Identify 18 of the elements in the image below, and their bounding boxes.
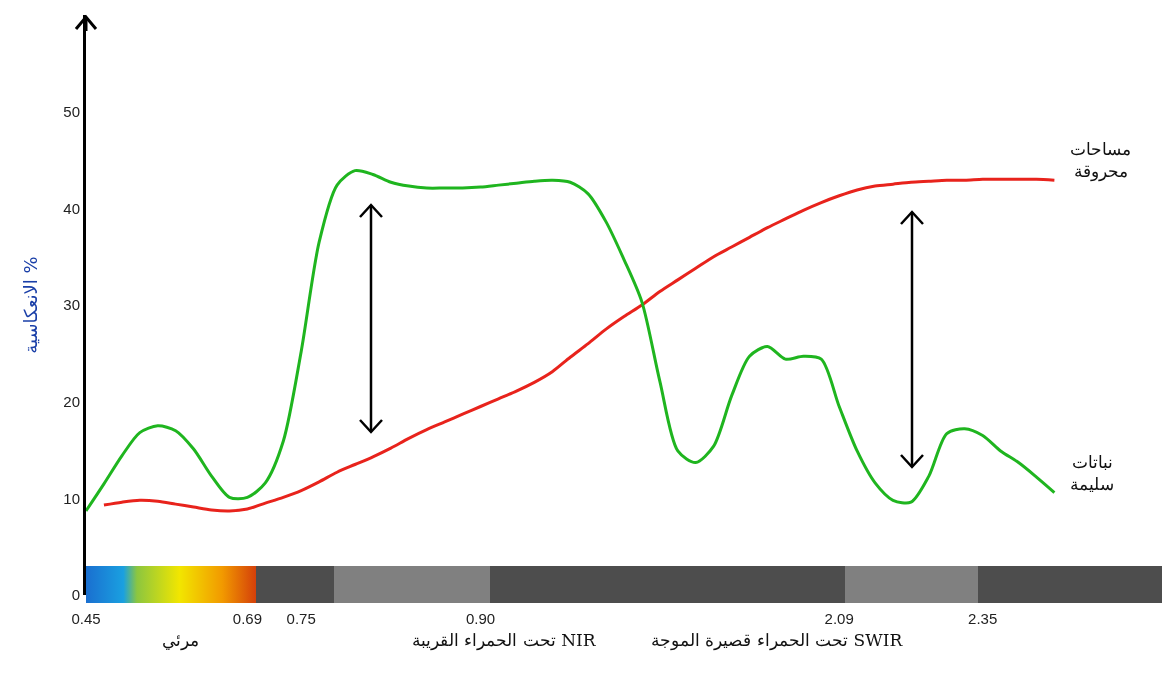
y-axis-title: الانعكاسية % xyxy=(19,256,41,354)
x-tick-label: 2.35 xyxy=(968,610,998,627)
y-tick-label: 30 xyxy=(63,296,80,314)
y-tick-label: 40 xyxy=(63,199,80,217)
text: تحت الحمراء قصيرة الموجة SWIR xyxy=(651,630,904,651)
y-tick-label: 10 xyxy=(63,489,80,507)
y-tick-label: 20 xyxy=(63,392,80,410)
x-tick-label: 0.90 xyxy=(465,610,496,627)
text: مرئي xyxy=(162,630,199,651)
text: تحت الحمراء القريبة NIR xyxy=(412,630,597,651)
x-tick-label: 0.75 xyxy=(286,610,316,627)
y-tick-label: 50 xyxy=(63,102,80,120)
x-tick-label: 0.45 xyxy=(71,610,101,627)
x-tick-label: 2.09 xyxy=(824,610,854,627)
x-tick-label: 0.69 xyxy=(232,610,262,627)
y-tick-label: 0 xyxy=(71,586,80,604)
series-label: نباتات سليمة xyxy=(1070,452,1114,495)
series-label: مساحات محروقة xyxy=(1070,139,1131,183)
